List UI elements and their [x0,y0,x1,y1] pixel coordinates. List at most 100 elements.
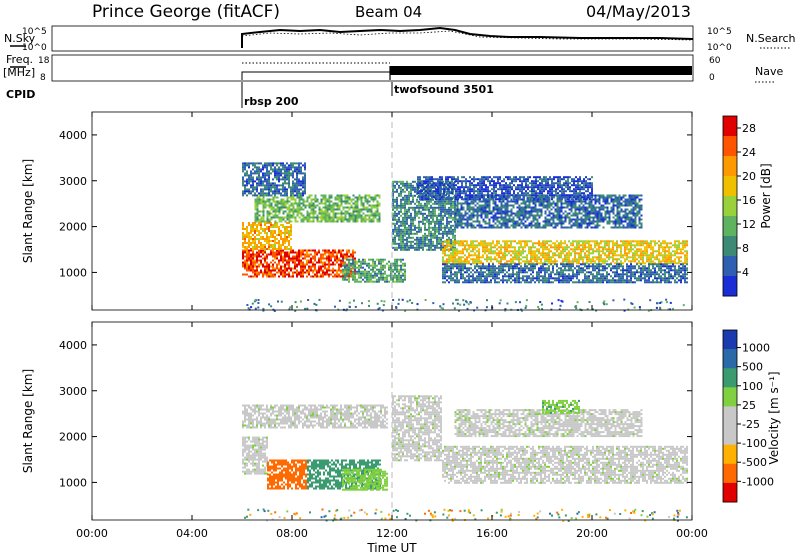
range-cell [660,277,662,280]
range-cell [478,265,480,268]
range-cell [554,254,556,257]
range-cell [450,269,452,272]
range-cell [320,212,323,215]
range-cell [268,206,271,209]
range-cell [264,164,266,167]
range-cell [452,279,454,282]
range-cell [606,260,608,263]
range-cell [244,242,246,244]
range-cell [452,206,454,209]
range-cell [268,271,270,274]
range-cell [296,251,298,254]
range-cell [640,242,642,245]
range-cell [284,257,286,260]
range-cell [250,244,252,246]
range-cell [576,277,578,280]
range-cell [406,188,408,191]
range-cell [392,262,394,265]
nave-tick-bottom: 0 [709,73,715,83]
range-cell [454,275,456,278]
range-cell [540,269,542,272]
range-cell [674,271,676,274]
range-cell [286,188,288,191]
range-cell [684,269,686,272]
range-cell [274,269,276,272]
range-cell [574,240,576,243]
range-cell [270,234,272,236]
range-cell [518,248,520,251]
range-cell [266,180,268,183]
range-cell [408,246,410,249]
range-cell [300,255,302,258]
range-cell [316,204,319,207]
range-cell [518,240,520,243]
range-cell [546,256,548,259]
range-cell [430,200,432,203]
range-cell [624,254,626,257]
range-cell [478,279,480,282]
range-cell [312,212,315,215]
range-cell [352,206,355,209]
range-cell [322,212,325,215]
range-cell [642,271,644,274]
range-cell [554,263,556,266]
range-cell [264,176,266,179]
range-cell [564,277,566,280]
range-cell [268,265,270,268]
range-cell [274,210,277,213]
range-cell [318,275,320,278]
range-cell [668,252,670,255]
range-cell [312,255,314,258]
range-cell [516,265,518,268]
range-cell [600,242,602,245]
range-cell [280,220,283,223]
range-cell [344,202,347,205]
range-cell [302,198,305,201]
range-cell [270,166,272,169]
range-cell [474,240,476,243]
range-cell [450,226,452,229]
range-cell [266,248,268,250]
range-cell [600,256,602,259]
range-cell [366,200,369,203]
range-cell [460,226,463,229]
range-cell [662,273,664,276]
range-cell [414,214,416,217]
range-cell [658,258,660,261]
range-cell [418,242,420,245]
range-cell [344,216,347,219]
range-cell [458,279,460,282]
range-cell [458,252,460,255]
range-cell [500,260,502,263]
range-cell [494,256,496,259]
range-cell [310,204,313,207]
range-cell [348,270,350,273]
range-cell [328,194,331,197]
range-cell [568,256,570,259]
range-cell [424,218,426,221]
range-cell [250,236,252,238]
range-cell [396,208,398,211]
range-cell [296,259,298,262]
range-cell [460,224,463,227]
range-cell [460,256,462,259]
range-cell [396,264,398,267]
range-cell [460,258,462,261]
range-cell [270,184,272,187]
range-cell [554,242,556,245]
range-cell [446,238,448,241]
range-cell [296,184,298,187]
range-cell [622,265,624,268]
range-cell [288,240,290,242]
range-cell [566,279,568,282]
range-cell [462,202,465,205]
range-cell [258,162,260,165]
range-cell [412,216,414,219]
range-cell [616,281,618,284]
range-cell [312,275,314,278]
range-cell [610,250,612,253]
range-cell [270,190,272,193]
range-cell [272,255,274,258]
range-cell [606,244,608,247]
range-cell [398,280,400,283]
